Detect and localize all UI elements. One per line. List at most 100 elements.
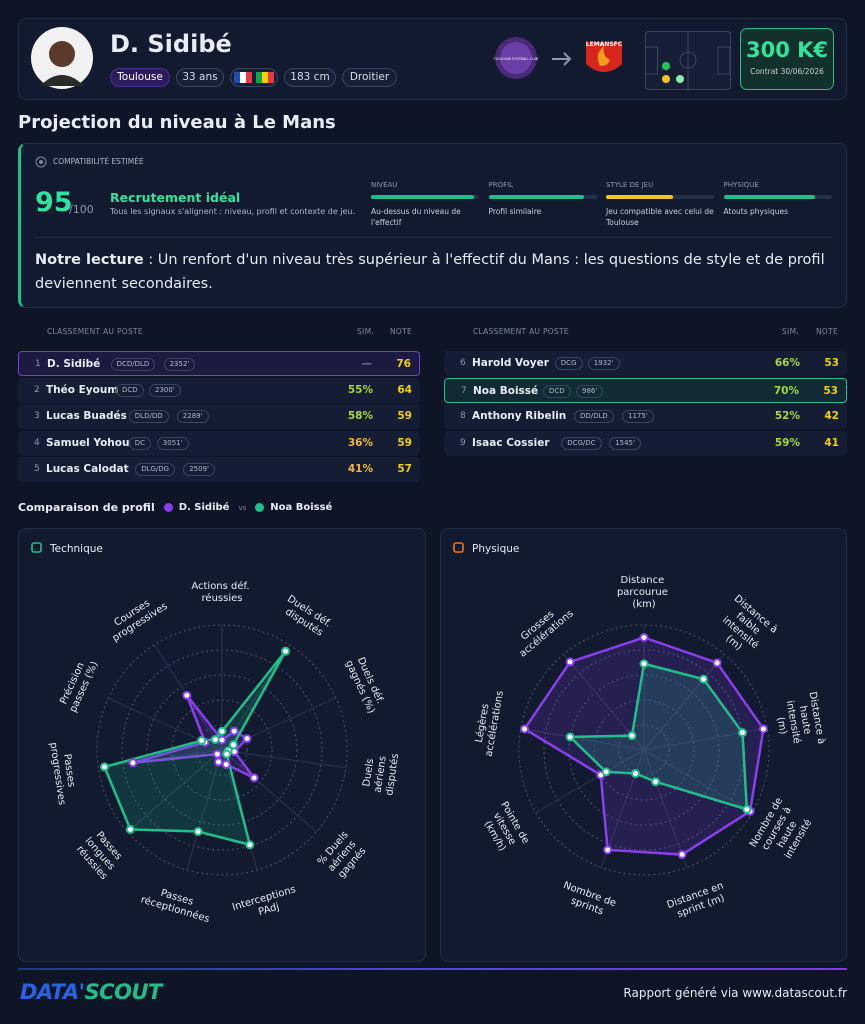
club-to: LEMANSFC	[586, 41, 623, 48]
position-tag: DLD/DD	[128, 410, 169, 423]
ranking-row: 6 Harold Voyer DCG 1932' 66% 53	[444, 351, 847, 376]
panel-icon	[453, 542, 464, 553]
minutes-tag: 986'	[576, 384, 604, 398]
player-name: Samuel Yohou	[46, 436, 130, 449]
spoke	[221, 749, 258, 871]
criterion-label: STYLE DE JEU	[606, 181, 654, 189]
avatar	[31, 27, 93, 89]
minutes-tag: 2289'	[176, 410, 209, 423]
player-name: D. Sidibé	[47, 358, 101, 370]
pitch	[645, 31, 731, 90]
radar-point	[281, 646, 291, 656]
flags	[230, 68, 278, 87]
verdict: Recrutement idéal	[110, 190, 241, 205]
radar-point	[182, 690, 192, 700]
radar-point	[639, 633, 649, 642]
market-value: 300 K€	[745, 38, 829, 62]
radar-point	[193, 827, 203, 837]
axis-label: Actions déf. réussies	[191, 580, 252, 604]
panel-title: Physique	[472, 543, 519, 555]
similarity: —	[361, 358, 373, 370]
compat-label: COMPATIBILITÉ ESTIMÉE	[53, 157, 144, 166]
spoke	[221, 749, 317, 833]
radar-point	[677, 850, 687, 860]
radar-point	[229, 726, 239, 736]
axis-label: Duels aériens disputés	[361, 749, 402, 796]
grid-ring	[518, 624, 770, 876]
rating: 41	[824, 436, 839, 449]
radar-point	[242, 734, 252, 744]
comparison-legend: Comparaison de profil D. Sidibé vs Noa B…	[18, 501, 332, 514]
rank: 3	[34, 411, 40, 421]
rank: 6	[460, 358, 466, 368]
player-name: Lucas Calodat	[46, 463, 129, 475]
comparison-title: Comparaison de profil	[18, 501, 155, 514]
criterion-label: PHYSIQUE	[723, 181, 759, 189]
position-tag: DCG	[554, 357, 583, 370]
similarity: 66%	[774, 357, 800, 369]
player-name: Théo Eyoum	[46, 383, 119, 396]
compat-icon	[35, 156, 47, 168]
minutes-tag: 1932'	[587, 357, 620, 370]
radar-point	[228, 740, 238, 750]
criterion-note: Atouts physiques	[723, 207, 789, 216]
note-header: NOTE	[816, 327, 839, 336]
age-tag: 33 ans	[176, 68, 224, 87]
rating: 64	[397, 383, 412, 396]
logo-part: SCOUT	[84, 980, 163, 1004]
legend-label: Noa Boissé	[270, 502, 333, 513]
criterion-note: Au-dessus du niveau de l'effectif	[371, 207, 461, 227]
spoke	[221, 749, 346, 769]
minutes-tag: 2509'	[183, 463, 215, 476]
player-name: Anthony Ribelin	[472, 410, 567, 422]
player-name: Lucas Buadés	[46, 410, 127, 422]
ranking-row: 2 Théo Eyoum DCD 2300' 55% 64	[18, 377, 420, 403]
grid-ring	[618, 724, 670, 776]
minutes-tag: 2352'	[163, 358, 196, 371]
position-tag: DD/DLD	[574, 410, 614, 423]
position-tag: DLG/DG	[135, 463, 176, 476]
panel-title: Technique	[49, 543, 103, 555]
similarity: 41%	[347, 463, 373, 475]
rating: 59	[397, 436, 412, 449]
radar-point	[125, 824, 135, 834]
grid-ring	[146, 674, 298, 826]
position-tag: DCD	[116, 383, 144, 397]
minutes-tag: 1175'	[622, 410, 654, 423]
radar-point	[99, 762, 109, 772]
criterion-bar	[371, 195, 474, 199]
reading-text: : Un renfort d'un niveau très supérieur …	[35, 252, 825, 292]
radar-point	[758, 724, 768, 734]
rank: 9	[460, 437, 466, 448]
radar-point	[222, 749, 232, 759]
divider	[35, 237, 832, 238]
position-tag: DC	[128, 436, 152, 450]
radar-point	[249, 773, 259, 783]
minutes-tag: 1545'	[609, 436, 641, 450]
rating: 59	[397, 410, 412, 422]
grid-ring	[96, 624, 348, 876]
section-title: Projection du niveau à Le Mans	[18, 112, 336, 133]
similarity: 36%	[347, 436, 373, 449]
compat-score: 95	[35, 187, 73, 218]
radar-point	[601, 767, 611, 777]
position-tag: DCD	[543, 384, 571, 398]
reading: Notre lecture : Un renfort d'un niveau t…	[35, 248, 835, 296]
footer-text: Rapport généré via www.datascout.fr	[623, 986, 847, 1000]
footer-logo: DATA'SCOUT	[20, 980, 162, 1004]
legend-label: D. Sidibé	[178, 502, 230, 513]
similarity: 52%	[774, 410, 800, 422]
ranking-row: 3 Lucas Buadés DLD/DD 2289' 58% 59	[18, 404, 420, 429]
player-name: D. Sidibé	[110, 30, 232, 58]
footer-line	[18, 968, 847, 970]
rank: 2	[34, 384, 40, 395]
legend-item: Noa Boissé	[255, 502, 332, 513]
rank: 7	[461, 385, 467, 396]
radar-point	[212, 749, 222, 759]
rank: 8	[460, 411, 466, 421]
criterion-label: PROFIL	[488, 181, 514, 189]
criterion-label: NIVEAU	[371, 181, 398, 189]
criterion-bar	[488, 195, 584, 199]
radar-point	[245, 840, 255, 850]
